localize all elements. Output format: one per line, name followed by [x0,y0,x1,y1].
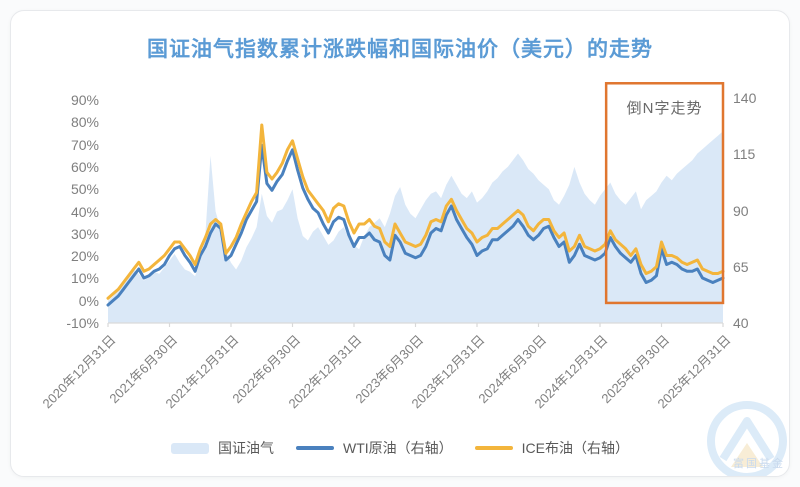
left-axis-tick-label: 50% [70,181,99,198]
combo-chart [106,82,725,327]
legend-label-wti: WTI原油（右轴） [343,440,453,456]
legend-item-index: 国证油气 [171,438,274,458]
chart-plot-region: 90% 80% 70% 60% 50% 40% 30% 20% 10% 0% -10% 140 115… [11,11,789,476]
legend-label-ice: ICE布油（右轴） [521,440,629,456]
left-axis-tick-label: -10% [66,315,99,331]
index-area-series [108,131,723,323]
left-axis-tick-label: 0% [78,292,99,309]
chart-title: 国证油气指数累计涨跌幅和国际油价（美元）的走势 [147,38,653,61]
left-axis-tick-label: 80% [70,114,99,131]
ice-line-swatch-icon [474,446,513,450]
wti-line-series [106,143,725,307]
watermark-brand-text: 富国基金 [733,458,785,470]
left-axis-tick-label: 40% [70,203,99,220]
legend-item-ice: ICE布油（右轴） [474,438,629,458]
chart-card: 国证油气指数累计涨跌幅和国际油价（美元）的走势 90% 80% 70% 60% 50% 4… [10,10,790,477]
left-axis-tick-label: 90% [70,92,99,108]
right-axis-tick-label: 40 [733,315,749,331]
left-axis-tick-label: 70% [70,136,99,153]
left-axis-tick-label: 10% [70,270,99,287]
right-axis-tick-label: 115 [733,146,756,163]
left-axis-tick-label: 60% [70,158,99,175]
right-axis-tick-label: 65 [733,258,749,275]
right-axis-tick-label: 140 [733,90,757,106]
legend-label-index: 国证油气 [218,440,274,456]
legend: 国证油气 WTI原油（右轴） ICE布油（右轴） [11,438,789,458]
left-axis-tick-label: 20% [70,248,99,265]
annotation-box [604,82,725,305]
left-axis-tick-label: 30% [70,225,99,242]
fund-logo-icon [707,401,787,476]
wti-line-swatch-icon [296,446,334,450]
annotation-label: 倒N字走势 [626,100,703,118]
right-axis-tick-label: 90 [733,202,749,219]
legend-item-wti: WTI原油（右轴） [296,438,453,458]
area-swatch-icon [171,442,209,454]
ice-line-series [106,123,725,300]
